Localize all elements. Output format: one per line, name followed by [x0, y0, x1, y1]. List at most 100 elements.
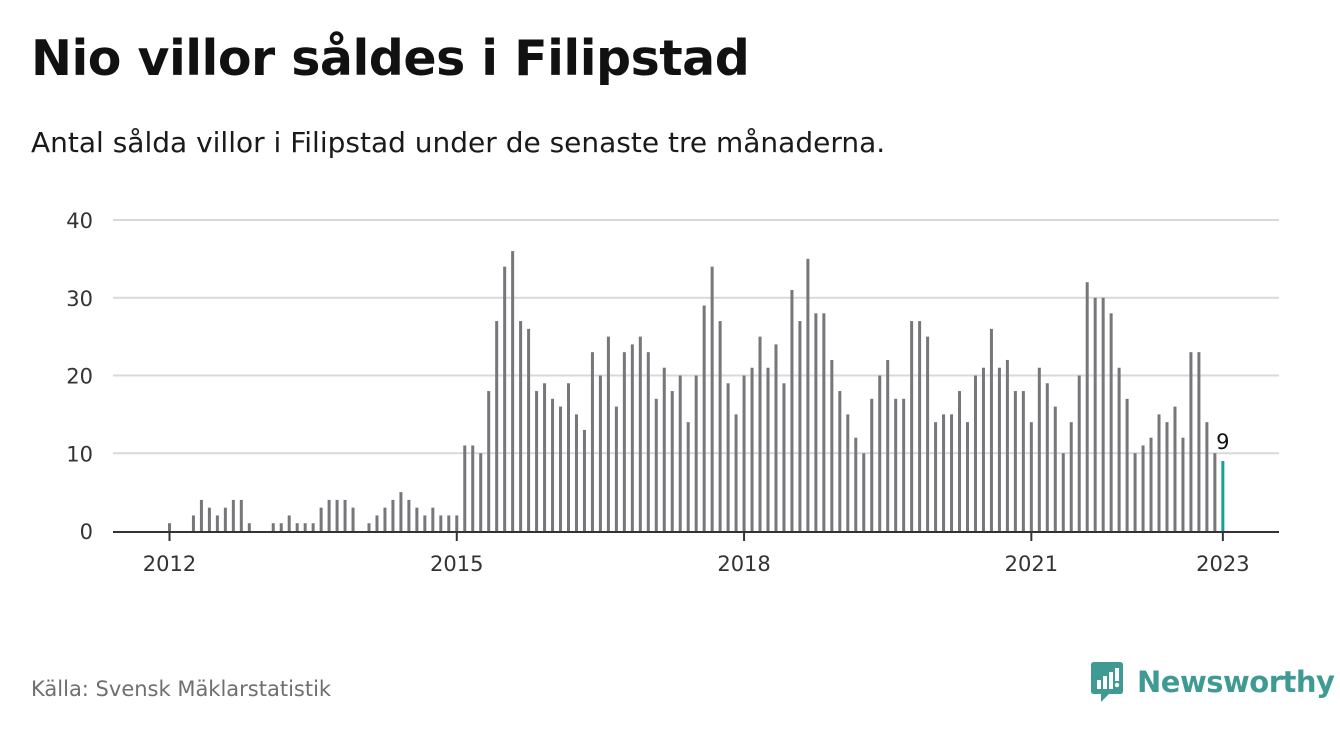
bar [303, 523, 307, 531]
bar [878, 375, 882, 531]
bar [886, 359, 890, 531]
bar [1085, 282, 1089, 531]
newsworthy-logo-icon [1091, 662, 1123, 702]
bar [710, 266, 714, 531]
bar [934, 422, 938, 531]
bar [559, 406, 563, 531]
bar [223, 507, 227, 531]
bar [694, 375, 698, 531]
bar [495, 321, 499, 531]
bar [383, 507, 387, 531]
bar [806, 258, 810, 531]
bar [1061, 453, 1065, 531]
bar [790, 289, 794, 531]
bar [1037, 367, 1041, 531]
bar [1005, 359, 1009, 531]
bar [503, 266, 507, 531]
bar [423, 515, 427, 531]
bar [973, 375, 977, 531]
bar [981, 367, 985, 531]
brand-name: Newsworthy [1137, 665, 1335, 699]
bar [439, 515, 443, 531]
x-tick-label: 2015 [430, 552, 483, 576]
bar [902, 398, 906, 531]
bar [862, 453, 866, 531]
bar [630, 344, 634, 531]
y-tick-label: 30 [66, 287, 93, 311]
bar [1197, 352, 1201, 531]
bar [774, 344, 778, 531]
bar [375, 515, 379, 531]
bar [646, 352, 650, 531]
bar [567, 383, 570, 531]
bar [527, 328, 531, 531]
bar [678, 375, 682, 531]
y-tick-label: 10 [66, 442, 93, 466]
annotations: 9 [1216, 430, 1229, 454]
bar [431, 507, 435, 531]
bar [1189, 352, 1193, 531]
bar [742, 375, 746, 531]
bar [606, 336, 610, 531]
bar [654, 398, 658, 531]
bar [918, 321, 922, 531]
bar [487, 391, 491, 531]
bar [966, 422, 969, 531]
bar [1069, 422, 1073, 531]
bar [511, 251, 515, 531]
bar [519, 321, 523, 531]
bar [870, 398, 874, 531]
bar [662, 367, 666, 531]
bar [846, 414, 850, 531]
bar [822, 313, 826, 531]
bar [1021, 391, 1025, 531]
bar [287, 515, 291, 531]
y-tick-label: 20 [66, 365, 93, 389]
bar [622, 352, 626, 531]
bar [1029, 422, 1033, 531]
bar [958, 391, 962, 531]
y-tick-label: 0 [80, 520, 93, 544]
bar [231, 499, 235, 531]
bar [391, 499, 395, 531]
bar [447, 515, 451, 531]
bar [854, 437, 858, 531]
bar [351, 507, 355, 531]
y-tick-label: 40 [66, 209, 93, 233]
bar [551, 398, 555, 531]
bar [1205, 422, 1209, 531]
brand-logo[interactable]: Newsworthy [1089, 660, 1335, 704]
bar [471, 445, 475, 531]
bar [838, 391, 842, 531]
bar [750, 367, 754, 531]
bar [1117, 367, 1121, 531]
bar [1181, 437, 1185, 531]
bar [1125, 398, 1129, 531]
bar [638, 336, 642, 531]
bar [950, 414, 954, 531]
bar [1157, 414, 1161, 531]
bar [574, 414, 578, 531]
x-axis: 2012 2015 2018 2021 2023 [113, 531, 1279, 576]
chart-subtitle: Antal sålda villor i Filipstad under de … [31, 126, 886, 159]
bar [543, 383, 547, 531]
bar [407, 499, 411, 531]
bar [718, 321, 722, 531]
bar [910, 321, 914, 531]
bar [702, 305, 706, 531]
bar [1141, 445, 1145, 531]
x-tick-label: 2021 [1005, 552, 1058, 576]
bar [1213, 453, 1217, 531]
bar [1109, 313, 1113, 531]
bar [814, 313, 818, 531]
y-axis-ticks: 0 10 20 30 40 [66, 209, 93, 544]
bar-chart: 0 10 20 30 40 2012 2015 2018 2021 2023 9 [66, 209, 1279, 576]
bar [191, 515, 195, 531]
bar [1093, 297, 1097, 531]
bar [311, 523, 315, 531]
bar [168, 523, 171, 531]
bar [598, 375, 602, 531]
bars [168, 251, 1225, 531]
bar [1101, 297, 1105, 531]
bar [343, 499, 347, 531]
